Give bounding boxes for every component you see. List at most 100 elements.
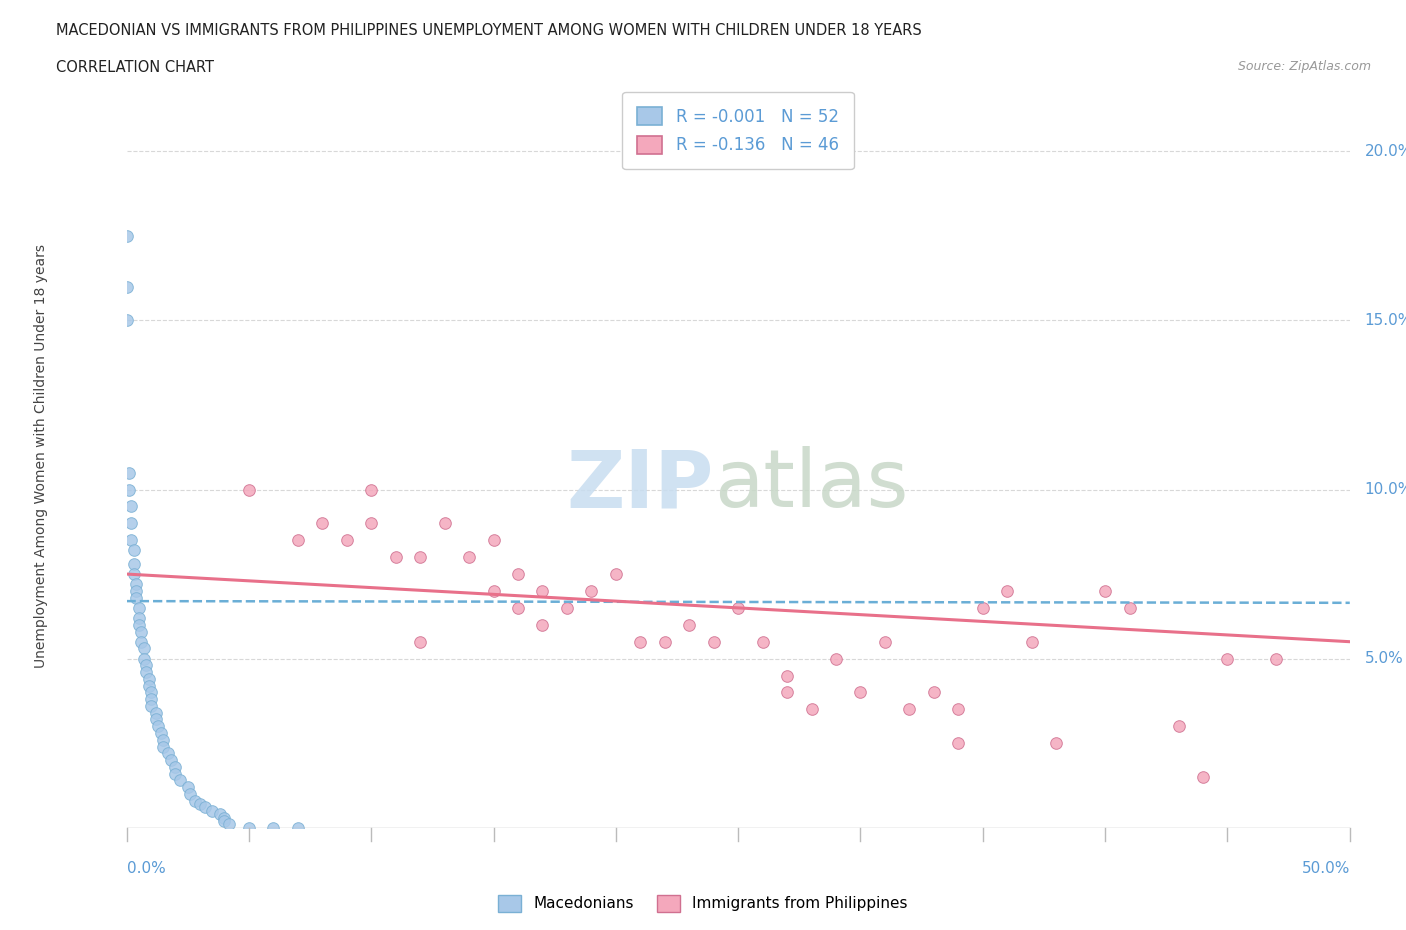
- Point: [169, 773, 191, 788]
- Point: [825, 651, 848, 666]
- Legend: Macedonians, Immigrants from Philippines: Macedonians, Immigrants from Philippines: [492, 889, 914, 918]
- Point: [776, 685, 799, 700]
- Point: [157, 746, 180, 761]
- Point: [125, 583, 148, 598]
- Point: [152, 732, 174, 747]
- Point: [218, 817, 240, 831]
- Point: [1094, 583, 1116, 598]
- Point: [238, 820, 260, 835]
- Text: Unemployment Among Women with Children Under 18 years: Unemployment Among Women with Children U…: [34, 244, 48, 668]
- Point: [165, 766, 187, 781]
- Point: [384, 550, 406, 565]
- Point: [120, 499, 142, 514]
- Point: [194, 800, 217, 815]
- Point: [336, 533, 359, 548]
- Point: [132, 651, 155, 666]
- Point: [179, 787, 201, 802]
- Point: [135, 665, 157, 680]
- Point: [506, 566, 529, 581]
- Text: MACEDONIAN VS IMMIGRANTS FROM PHILIPPINES UNEMPLOYMENT AMONG WOMEN WITH CHILDREN: MACEDONIAN VS IMMIGRANTS FROM PHILIPPINE…: [56, 23, 922, 38]
- Point: [145, 705, 167, 720]
- Point: [139, 685, 162, 700]
- Text: CORRELATION CHART: CORRELATION CHART: [56, 60, 214, 75]
- Point: [482, 583, 505, 598]
- Point: [409, 634, 432, 649]
- Point: [1216, 651, 1239, 666]
- Point: [409, 550, 432, 565]
- Point: [751, 634, 773, 649]
- Point: [122, 566, 145, 581]
- Point: [360, 516, 382, 531]
- Point: [581, 583, 603, 598]
- Legend: R = -0.001   N = 52, R = -0.136   N = 46: R = -0.001 N = 52, R = -0.136 N = 46: [623, 92, 853, 169]
- Point: [120, 516, 142, 531]
- Point: [995, 583, 1018, 598]
- Text: 15.0%: 15.0%: [1364, 312, 1406, 328]
- Text: 10.0%: 10.0%: [1364, 482, 1406, 497]
- Point: [531, 583, 554, 598]
- Point: [605, 566, 627, 581]
- Point: [128, 601, 150, 616]
- Text: 0.0%: 0.0%: [127, 861, 166, 876]
- Point: [287, 820, 309, 835]
- Point: [433, 516, 456, 531]
- Point: [152, 739, 174, 754]
- Text: 50.0%: 50.0%: [1302, 861, 1350, 876]
- Point: [1265, 651, 1288, 666]
- Point: [776, 668, 799, 683]
- Point: [177, 779, 200, 794]
- Point: [138, 678, 160, 693]
- Point: [138, 671, 160, 686]
- Point: [482, 533, 505, 548]
- Point: [208, 806, 231, 821]
- Point: [135, 658, 157, 672]
- Point: [555, 601, 578, 616]
- Point: [149, 725, 172, 740]
- Point: [1021, 634, 1043, 649]
- Point: [159, 752, 181, 767]
- Text: atlas: atlas: [714, 446, 908, 525]
- Point: [873, 634, 896, 649]
- Point: [1118, 601, 1140, 616]
- Point: [287, 533, 309, 548]
- Point: [1167, 719, 1189, 734]
- Point: [262, 820, 284, 835]
- Point: [118, 482, 141, 497]
- Text: ZIP: ZIP: [567, 446, 714, 525]
- Point: [139, 698, 162, 713]
- Point: [145, 712, 167, 727]
- Point: [128, 618, 150, 632]
- Text: 5.0%: 5.0%: [1364, 651, 1403, 666]
- Point: [201, 804, 224, 818]
- Point: [678, 618, 700, 632]
- Point: [972, 601, 994, 616]
- Point: [125, 577, 148, 591]
- Point: [165, 760, 187, 775]
- Point: [122, 556, 145, 571]
- Point: [184, 793, 207, 808]
- Text: 20.0%: 20.0%: [1364, 144, 1406, 159]
- Point: [129, 624, 152, 639]
- Point: [654, 634, 676, 649]
- Point: [458, 550, 481, 565]
- Point: [1192, 769, 1215, 784]
- Point: [132, 641, 155, 656]
- Point: [506, 601, 529, 616]
- Point: [128, 611, 150, 626]
- Point: [148, 719, 170, 734]
- Point: [139, 692, 162, 707]
- Point: [628, 634, 651, 649]
- Point: [115, 313, 138, 328]
- Point: [1045, 736, 1067, 751]
- Point: [214, 814, 236, 829]
- Point: [531, 618, 554, 632]
- Point: [311, 516, 333, 531]
- Point: [214, 810, 236, 825]
- Point: [898, 702, 921, 717]
- Point: [120, 533, 142, 548]
- Point: [727, 601, 749, 616]
- Point: [703, 634, 725, 649]
- Point: [948, 702, 970, 717]
- Point: [849, 685, 872, 700]
- Point: [188, 797, 211, 812]
